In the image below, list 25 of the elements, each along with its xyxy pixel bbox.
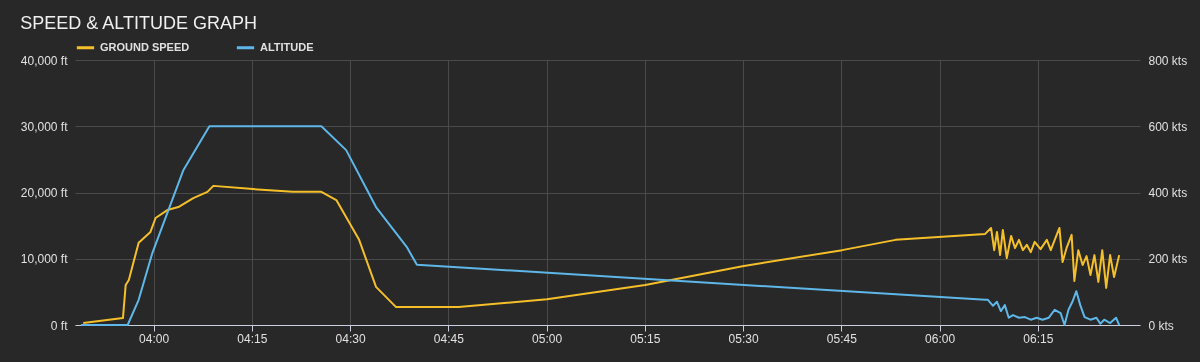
y2-tick-label: 800 kts	[1148, 53, 1188, 68]
y-tick-label: 20,000 ft	[20, 186, 69, 200]
x-tick-label: 04:00	[139, 331, 170, 346]
y-tick-label: 30,000 ft	[20, 119, 69, 134]
x-tick-label: 04:30	[335, 331, 366, 346]
line-series	[82, 184, 1121, 325]
legend-label: ALTITUDE	[260, 40, 314, 53]
y-tick-label: 40,000 ft	[20, 53, 69, 68]
x-tick-label: 05:30	[728, 331, 759, 346]
y-tick-label: 0 ft	[50, 318, 69, 333]
y2-tick-label: 0 kts	[1148, 318, 1174, 333]
chart-title: SPEED & ALTITUDE GRAPH	[20, 13, 258, 33]
x-tick-label: 06:00	[925, 331, 956, 346]
y2-tick-label: 400 kts	[1148, 186, 1188, 200]
x-tick-label: 05:15	[630, 331, 661, 346]
x-tick-label: 04:45	[433, 331, 465, 346]
y2-tick-label: 200 kts	[1148, 252, 1188, 267]
y-tick-label: 10,000 ft	[20, 252, 69, 267]
y2-tick-label: 600 kts	[1148, 119, 1188, 134]
x-tick-label: 04:15	[237, 331, 268, 346]
x-tick-label: 05:00	[532, 331, 563, 346]
x-tick-label: 05:45	[826, 331, 858, 346]
legend-label: GROUND SPEED	[100, 40, 190, 53]
line-series	[79, 125, 1121, 326]
x-tick-label: 06:15	[1023, 331, 1054, 346]
